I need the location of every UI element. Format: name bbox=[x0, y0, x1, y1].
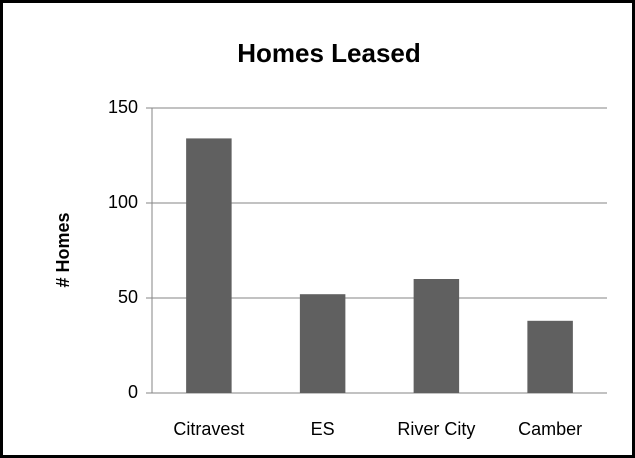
y-axis-label: # Homes bbox=[53, 212, 73, 287]
x-tick-label: ES bbox=[311, 419, 335, 439]
y-tick-label: 100 bbox=[108, 192, 138, 212]
chart-title: Homes Leased bbox=[237, 38, 421, 68]
bar bbox=[186, 138, 232, 393]
bar bbox=[413, 279, 460, 393]
y-tick-label: 150 bbox=[108, 97, 138, 117]
bar bbox=[527, 320, 573, 393]
x-tick-label: River City bbox=[397, 419, 475, 439]
bar bbox=[299, 294, 346, 393]
y-tick-label: 0 bbox=[128, 382, 138, 402]
x-tick-label: Camber bbox=[518, 419, 582, 439]
x-tick-label: Citravest bbox=[173, 419, 244, 439]
y-tick-label: 50 bbox=[118, 287, 138, 307]
